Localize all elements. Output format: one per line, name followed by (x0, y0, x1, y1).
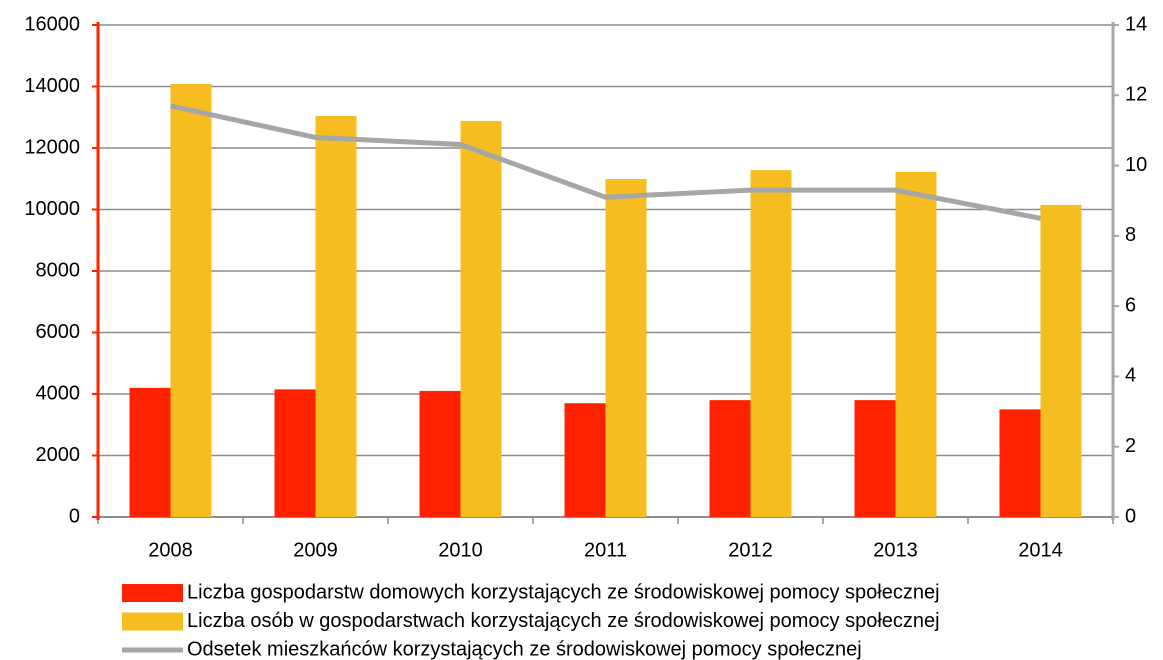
y2-tick-label: 8 (1125, 224, 1136, 246)
x-tick-label: 2009 (293, 539, 338, 561)
y-tick-label: 0 (69, 505, 80, 527)
y-tick-label: 6000 (36, 321, 81, 343)
y2-tick-label: 0 (1125, 505, 1136, 527)
x-tick-label: 2012 (728, 539, 773, 561)
y2-tick-label: 12 (1125, 84, 1147, 106)
x-tick-label: 2011 (584, 539, 627, 561)
bar (999, 409, 1041, 517)
bar (315, 116, 357, 518)
legend-label: Liczba osób w gospodarstwach korzystając… (187, 610, 940, 632)
bar (854, 400, 896, 517)
legend-label: Odsetek mieszkańców korzystających ze śr… (187, 638, 862, 660)
y2-tick-label: 14 (1125, 13, 1147, 35)
bar (460, 120, 502, 517)
y-tick-label: 12000 (24, 136, 80, 158)
bar (129, 387, 171, 517)
y2-tick-label: 4 (1125, 365, 1136, 387)
bar (1040, 204, 1082, 517)
y2-tick-label: 2 (1125, 435, 1136, 457)
bar (605, 179, 647, 517)
y-tick-label: 8000 (36, 259, 81, 281)
y2-tick-label: 10 (1125, 154, 1147, 176)
bar (170, 84, 212, 517)
y-tick-label: 16000 (24, 13, 80, 35)
y-tick-label: 2000 (36, 444, 81, 466)
x-tick-label: 2014 (1018, 539, 1063, 561)
y-tick-label: 10000 (24, 198, 80, 220)
legend-label: Liczba gospodarstw domowych korzystający… (187, 581, 940, 603)
x-tick-label: 2008 (148, 539, 193, 561)
bar (709, 400, 751, 517)
bar (274, 389, 316, 517)
y-tick-label: 14000 (24, 75, 80, 97)
legend-swatch (122, 612, 183, 631)
y-tick-label: 4000 (36, 382, 81, 404)
bar (895, 171, 937, 518)
legend-swatch (122, 584, 183, 602)
bar (419, 390, 461, 517)
x-tick-label: 2013 (873, 539, 918, 561)
x-tick-label: 2010 (438, 539, 483, 561)
y2-tick-label: 6 (1125, 294, 1136, 316)
bar (750, 170, 792, 517)
line (169, 103, 1041, 221)
bar (564, 403, 606, 517)
